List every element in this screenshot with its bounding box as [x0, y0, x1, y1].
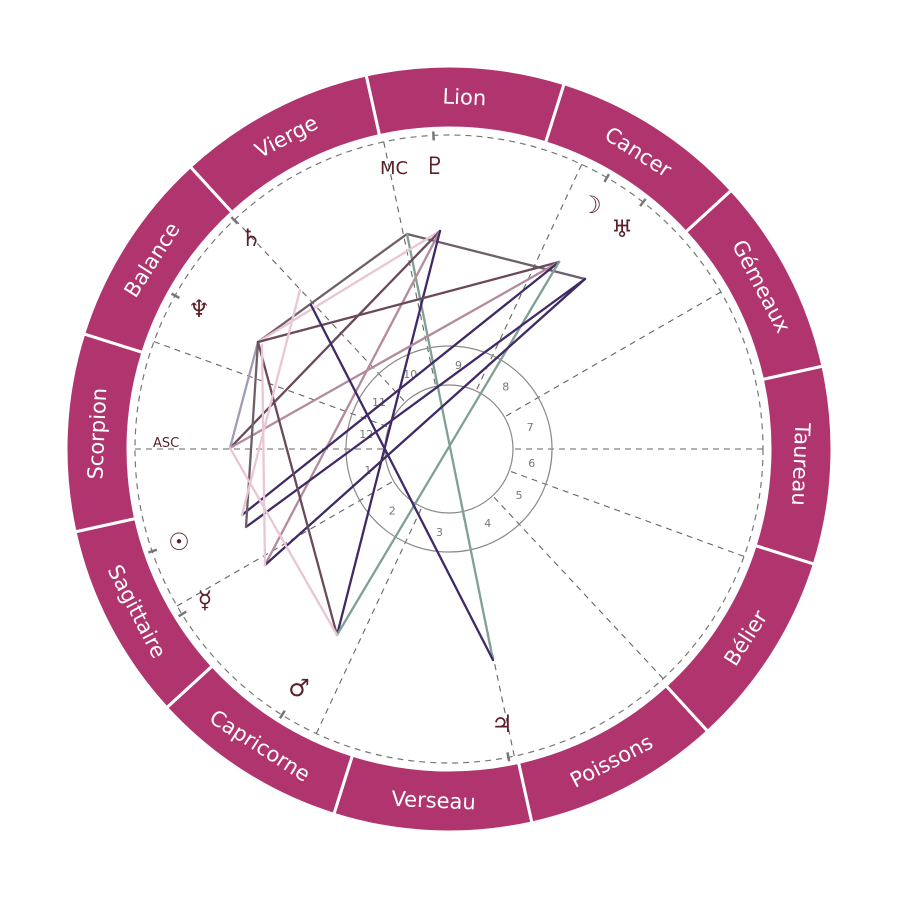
- planet-tick: [639, 198, 647, 207]
- mars-icon: ♂: [288, 674, 310, 702]
- aspect-line: [244, 277, 587, 529]
- planet-tick: [147, 548, 158, 554]
- aspect-line: [256, 229, 442, 344]
- house-number: 7: [527, 421, 534, 434]
- aspect-line: [256, 340, 339, 637]
- sun-icon: ☉: [168, 528, 190, 556]
- house-cusp-line: [508, 470, 745, 557]
- aspect-lines: [228, 229, 587, 662]
- house-number: 3: [436, 526, 443, 539]
- house-cusp-line: [475, 164, 583, 392]
- aspect-line: [260, 343, 267, 567]
- house-outer-circle: [345, 345, 553, 553]
- saturn-icon: ♄: [240, 224, 262, 252]
- house-number: 6: [528, 457, 535, 470]
- house-number: 4: [484, 517, 491, 530]
- aspect-line: [335, 229, 442, 637]
- planet-tick: [278, 710, 286, 720]
- aspect-line: [228, 229, 442, 450]
- planet-tick: [177, 610, 187, 618]
- jupiter-icon: ♃: [491, 710, 513, 738]
- aspect-line: [240, 260, 561, 517]
- mercury-icon: ☿: [198, 586, 213, 614]
- house-cusp-line: [234, 218, 406, 403]
- aspect-line: [240, 288, 302, 517]
- aspect-line: [263, 229, 442, 567]
- uranus-icon: ♅: [611, 215, 633, 243]
- house-cusp-line: [315, 506, 423, 734]
- house-cusp-line: [504, 291, 722, 418]
- aspect-line: [309, 303, 495, 662]
- aspect-line: [228, 340, 260, 450]
- aspect-line: [256, 260, 561, 344]
- house-cusp-line: [383, 141, 437, 387]
- aspect-line: [228, 260, 561, 450]
- house-number: 8: [502, 381, 509, 394]
- house-number: 5: [516, 489, 523, 502]
- zodiac-label: Verseau: [391, 787, 476, 815]
- zodiac-label: Scorpion: [83, 387, 111, 480]
- planet-tick: [506, 752, 511, 762]
- moon-icon: ☽: [580, 191, 602, 219]
- zodiac-label: Lion: [442, 84, 487, 110]
- house-number: 11: [372, 396, 386, 409]
- pluto-icon: ♇: [424, 152, 446, 180]
- house-number: 9: [455, 359, 462, 372]
- house-cusp-line: [492, 495, 664, 680]
- house-number: 2: [389, 504, 396, 517]
- aspect-line: [263, 277, 587, 567]
- neptune-icon: ♆: [188, 295, 210, 323]
- aspect-line: [228, 446, 339, 637]
- mc-label: MC: [380, 158, 408, 179]
- planet-tick: [603, 173, 611, 183]
- planet-tick: [230, 216, 239, 225]
- aspect-line: [256, 232, 409, 344]
- zodiac-ring: LionCancerGémeauxTaureauBélierPoissonsVe…: [64, 64, 834, 834]
- zodiac-label: Taureau: [787, 421, 815, 506]
- asc-label: ASC: [153, 436, 179, 451]
- house-number: 1: [364, 464, 371, 477]
- planet-glyphs: ♇ ☽ ♅ ♄ ♆ ☉ ☿ ♂ ♃: [168, 152, 633, 738]
- planet-ticks: [147, 131, 647, 762]
- planet-tick: [170, 292, 181, 300]
- house-cusp-line: [153, 341, 390, 428]
- zodiac-segment: [188, 73, 382, 215]
